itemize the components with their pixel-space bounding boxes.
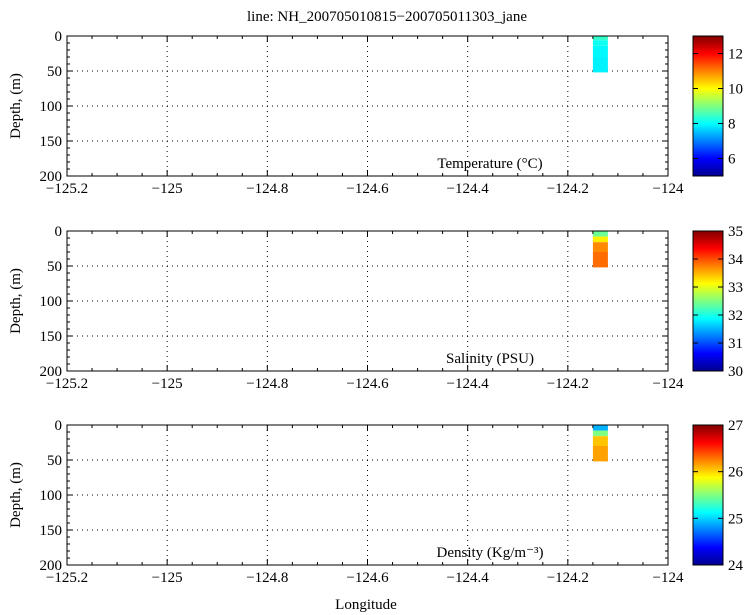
data-cell bbox=[592, 430, 608, 437]
x-tick-label: −124.6 bbox=[346, 570, 389, 586]
x-tick-label: −125.2 bbox=[46, 570, 88, 586]
y-tick-label: 0 bbox=[55, 224, 63, 240]
x-tick-label: −124 bbox=[653, 570, 684, 586]
panel-annotation: Salinity (PSU) bbox=[446, 351, 534, 367]
data-cell bbox=[592, 425, 608, 431]
data-cell bbox=[592, 36, 608, 41]
colorbar-gradient bbox=[693, 231, 723, 371]
y-axis-label: Depth, (m) bbox=[8, 268, 24, 334]
data-cell bbox=[592, 236, 608, 243]
x-tick-label: −125 bbox=[152, 376, 183, 392]
x-tick-label: −124 bbox=[653, 181, 684, 197]
x-tick-label: −125 bbox=[152, 181, 183, 197]
colorbar-tick-label: 6 bbox=[728, 152, 736, 168]
colorbar-gradient bbox=[693, 425, 723, 565]
colorbar-tick-label: 8 bbox=[728, 117, 736, 133]
y-axis-label: Depth, (m) bbox=[8, 462, 24, 528]
y-tick-label: 100 bbox=[40, 294, 63, 310]
x-tick-label: −125.2 bbox=[46, 376, 88, 392]
x-tick-label: −124.4 bbox=[447, 181, 490, 197]
data-cell bbox=[592, 436, 608, 446]
y-tick-label: 200 bbox=[40, 364, 63, 380]
colorbar-frame bbox=[692, 424, 724, 566]
colorbar-tick-label: 34 bbox=[728, 252, 744, 268]
y-tick-label: 150 bbox=[40, 134, 63, 150]
data-cell bbox=[592, 446, 608, 462]
y-tick-label: 50 bbox=[47, 259, 62, 275]
panel-3: −125.2 −125 −124.8 −124.6 −124.4 −124.2 −124 0 5… bbox=[8, 418, 744, 586]
x-axis-label: Longitude bbox=[335, 597, 397, 613]
colorbar-tick-label: 25 bbox=[728, 511, 743, 527]
colorbar-tick-label: 30 bbox=[728, 364, 743, 380]
data-cell bbox=[592, 45, 608, 57]
colorbar-tick-label: 24 bbox=[728, 558, 744, 574]
data-cell bbox=[592, 40, 608, 46]
y-tick-label: 200 bbox=[40, 169, 63, 185]
x-tick-label: −124.2 bbox=[547, 181, 589, 197]
y-tick-label: 200 bbox=[40, 558, 63, 574]
panels: −125.2 −125 −124.8 −124.6 −124.4 −124.2 −124 0 5… bbox=[8, 29, 744, 586]
colorbar-tick-label: 27 bbox=[728, 418, 744, 434]
y-axis-label: Depth, (m) bbox=[8, 73, 24, 139]
y-tick-label: 150 bbox=[40, 329, 63, 345]
y-tick-label: 100 bbox=[40, 488, 63, 504]
colorbar-tick-label: 35 bbox=[728, 224, 743, 240]
x-tick-label: −124.4 bbox=[447, 570, 490, 586]
y-tick-label: 100 bbox=[40, 99, 63, 115]
colorbar-tick-label: 32 bbox=[728, 308, 743, 324]
colorbar-frame bbox=[692, 35, 724, 177]
data-cell bbox=[592, 242, 608, 252]
colorbar-tick-label: 31 bbox=[728, 336, 743, 352]
x-tick-label: −125.2 bbox=[46, 181, 88, 197]
y-tick-label: 0 bbox=[55, 418, 63, 434]
y-tick-label: 0 bbox=[55, 29, 63, 45]
x-tick-label: −125 bbox=[152, 570, 183, 586]
colorbar-tick-label: 33 bbox=[728, 280, 743, 296]
colorbar-tick-label: 26 bbox=[728, 465, 744, 481]
x-tick-label: −124.4 bbox=[447, 376, 490, 392]
figure-title: line: NH_200705010815−200705011303_jane bbox=[247, 9, 527, 25]
colorbar-gradient bbox=[693, 36, 723, 176]
x-tick-label: −124 bbox=[653, 376, 684, 392]
y-tick-label: 150 bbox=[40, 523, 63, 539]
panel-annotation: Temperature (°C) bbox=[437, 156, 542, 172]
panel-1: −125.2 −125 −124.8 −124.6 −124.4 −124.2 −124 0 5… bbox=[8, 29, 743, 197]
x-tick-label: −124.6 bbox=[346, 181, 389, 197]
y-tick-label: 50 bbox=[47, 453, 62, 469]
x-tick-label: −124.8 bbox=[246, 181, 288, 197]
data-cell bbox=[592, 57, 608, 73]
x-tick-label: −124.2 bbox=[547, 376, 589, 392]
colorbar-frame bbox=[692, 230, 724, 372]
x-tick-label: −124.6 bbox=[346, 376, 389, 392]
colorbar-tick-label: 12 bbox=[728, 47, 743, 63]
y-tick-label: 50 bbox=[47, 64, 62, 80]
panel-2: −125.2 −125 −124.8 −124.6 −124.4 −124.2 −124 0 5… bbox=[8, 224, 744, 392]
x-tick-label: −124.8 bbox=[246, 376, 288, 392]
panel-annotation: Density (Kg/m⁻³) bbox=[437, 545, 544, 561]
x-tick-label: −124.2 bbox=[547, 570, 589, 586]
data-cell bbox=[592, 231, 608, 237]
data-cell bbox=[592, 252, 608, 268]
colorbar-tick-label: 10 bbox=[728, 82, 743, 98]
x-tick-label: −124.8 bbox=[246, 570, 288, 586]
